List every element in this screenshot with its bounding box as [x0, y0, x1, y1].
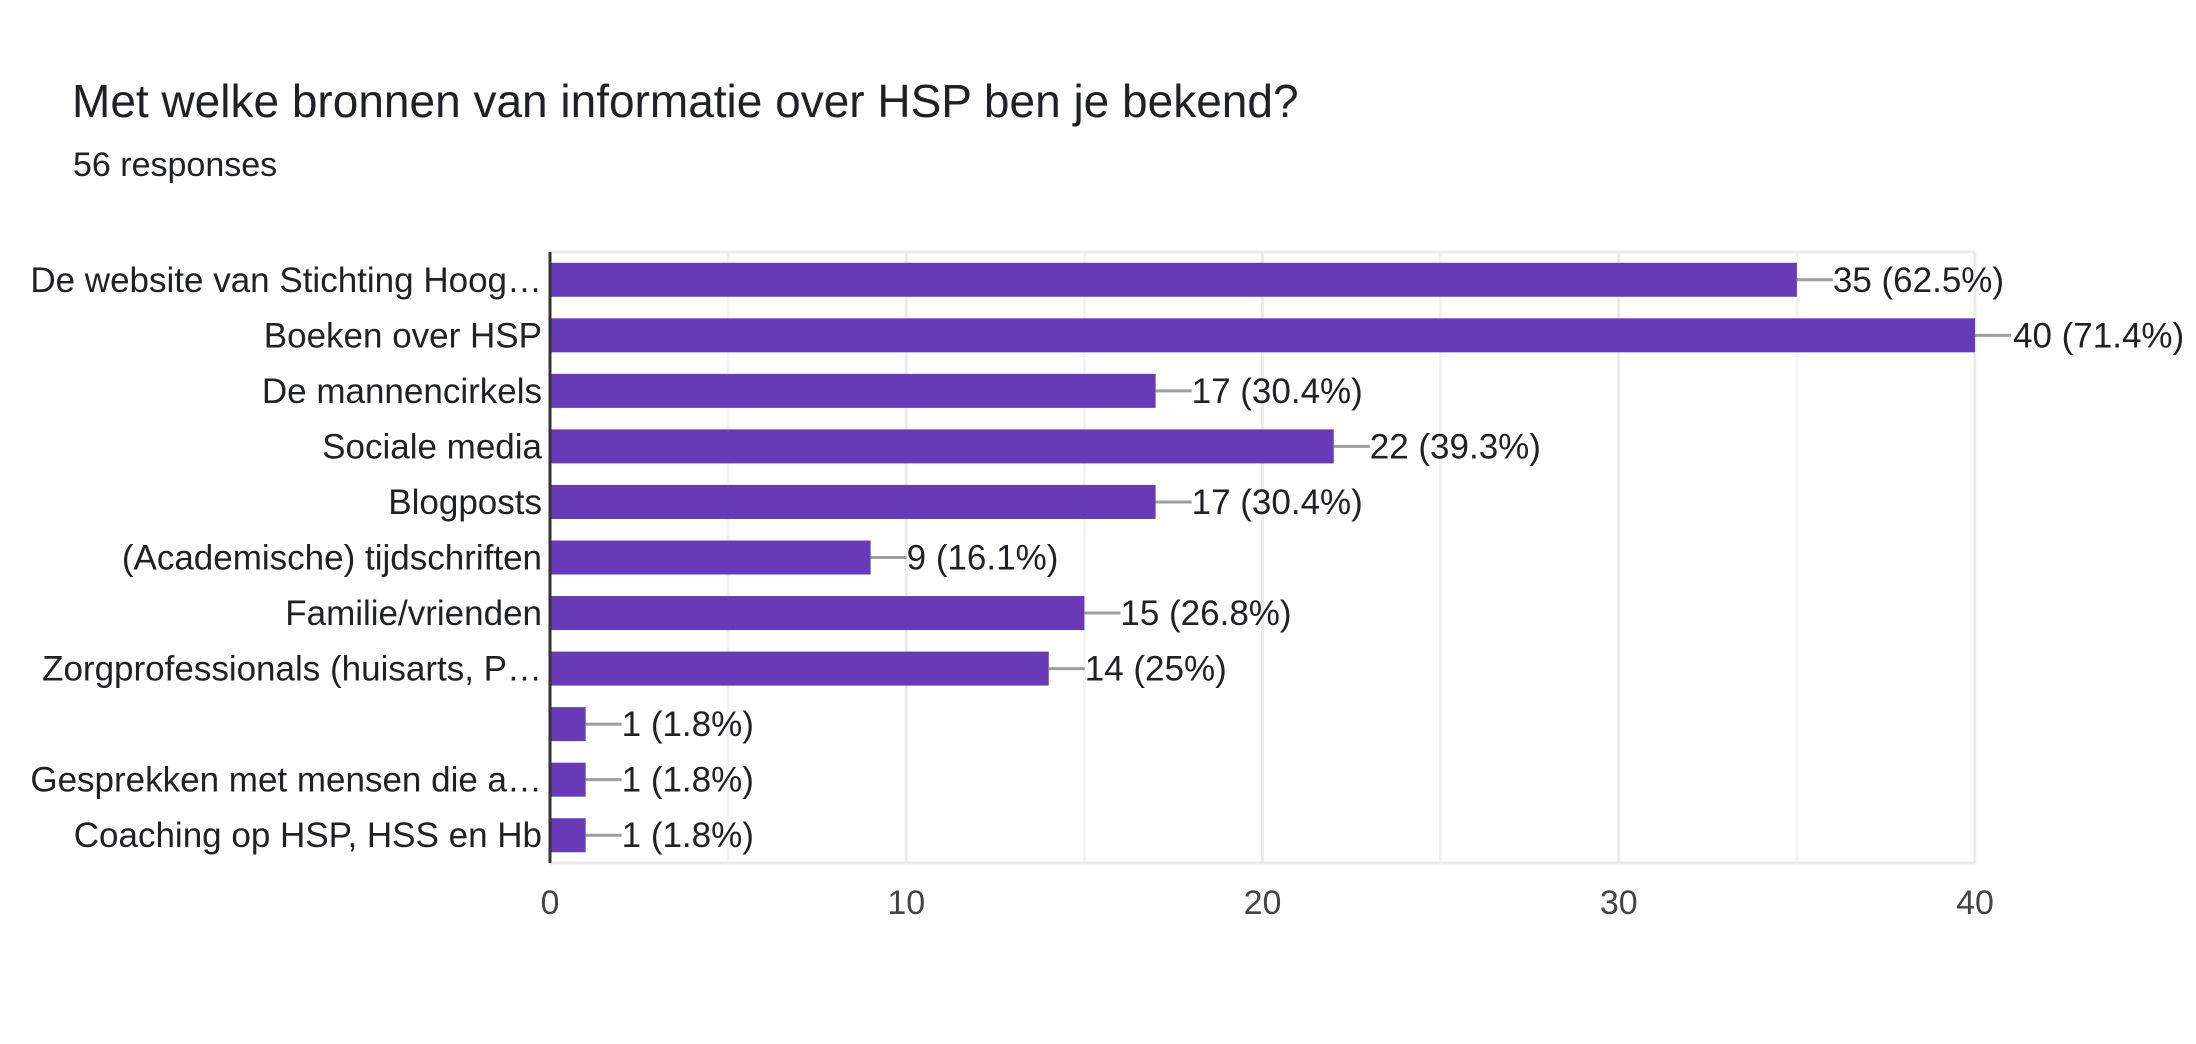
- data-label: 1 (1.8%): [622, 761, 754, 800]
- data-label: 1 (1.8%): [622, 705, 754, 744]
- bar: [550, 373, 1156, 408]
- data-label: 17 (30.4%): [1192, 483, 1363, 522]
- bar: [550, 262, 1797, 297]
- category-label: Sociale media: [322, 427, 542, 466]
- category-label: Coaching op HSP, HSS en Hb: [74, 816, 542, 855]
- data-label: 14 (25%): [1085, 650, 1227, 689]
- x-tick-label: 10: [887, 884, 925, 922]
- bar: [550, 596, 1085, 631]
- bar: [550, 318, 1975, 353]
- data-label: 9 (16.1%): [907, 539, 1059, 578]
- category-label: Blogposts: [388, 483, 542, 522]
- category-label: Boeken over HSP: [264, 316, 542, 355]
- category-label: Gesprekken met mensen die a…: [30, 761, 542, 800]
- bar: [550, 651, 1049, 686]
- data-label: 40 (71.4%): [2013, 316, 2184, 355]
- bar: [550, 707, 586, 742]
- x-tick-label: 0: [541, 884, 560, 922]
- category-label: Zorgprofessionals (huisarts, P…: [42, 650, 542, 689]
- category-label: (Academische) tijdschriften: [122, 539, 542, 578]
- x-tick-label: 20: [1244, 884, 1282, 922]
- category-label: De mannencirkels: [262, 372, 542, 411]
- data-label: 22 (39.3%): [1370, 427, 1541, 466]
- x-tick-label: 30: [1600, 884, 1638, 922]
- bar: [550, 762, 586, 797]
- bar: [550, 540, 871, 575]
- chart-title: Met welke bronnen van informatie over HS…: [72, 75, 1299, 127]
- bar: [550, 484, 1156, 519]
- category-label: De website van Stichting Hoog…: [30, 261, 542, 300]
- data-label: 15 (26.8%): [1120, 594, 1291, 633]
- bar: [550, 818, 586, 853]
- bar: [550, 429, 1334, 464]
- category-label: Familie/vrienden: [285, 594, 542, 633]
- x-tick-label: 40: [1956, 884, 1994, 922]
- data-label: 17 (30.4%): [1192, 372, 1363, 411]
- data-label: 1 (1.8%): [622, 816, 754, 855]
- response-count: 56 responses: [73, 146, 278, 184]
- data-label: 35 (62.5%): [1833, 261, 2004, 300]
